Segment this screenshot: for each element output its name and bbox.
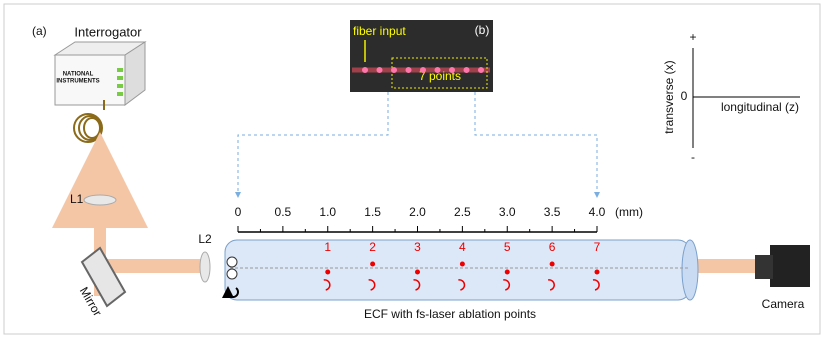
inset-spot (406, 67, 412, 73)
point-number: 5 (504, 240, 511, 254)
point-number: 4 (459, 240, 466, 254)
inset-fiber-input: fiber input (353, 24, 406, 38)
fiber (225, 240, 690, 300)
inset-spot (464, 67, 470, 73)
figure: (a) Interrogator NATIONAL INSTRUMENTS L1… (0, 0, 825, 339)
camera-label: Camera (762, 297, 805, 311)
ruler-label: 0.5 (275, 205, 292, 219)
axis-zero: 0 (681, 89, 688, 103)
ruler-label: 4.0 (589, 205, 606, 219)
ablation-point (370, 262, 375, 267)
lens-label: L1 (70, 192, 84, 206)
ruler-label: 1.5 (364, 205, 381, 219)
guide (238, 92, 597, 195)
inset-spot (435, 67, 441, 73)
point-number: 6 (549, 240, 556, 254)
axis-plus: + (689, 30, 696, 44)
ruler-label: 3.5 (544, 205, 561, 219)
ablation-point (415, 270, 420, 275)
interrogator-label: Interrogator (74, 24, 142, 39)
lens-label: L2 (198, 232, 212, 246)
inset-spot (362, 67, 368, 73)
inset-spot (391, 67, 397, 73)
inset-label: (b) (475, 23, 490, 37)
ruler-label: 1.0 (319, 205, 336, 219)
brand: NATIONAL (63, 72, 94, 78)
ablation-point (595, 270, 600, 275)
point-number: 3 (414, 240, 421, 254)
ablation-point (460, 262, 465, 267)
beam (100, 259, 205, 273)
ruler-label: 0 (235, 205, 242, 219)
inset-spot (420, 67, 426, 73)
camera (755, 245, 810, 287)
fiber-caption: ECF with fs-laser ablation points (364, 307, 536, 321)
axis-minus: - (691, 150, 695, 164)
ablation-point (325, 270, 330, 275)
lens (84, 195, 116, 205)
ablation-point (550, 262, 555, 267)
core (227, 269, 237, 279)
fiber-end (682, 240, 698, 300)
ruler-label: 3.0 (499, 205, 516, 219)
panel-label: (a) (32, 24, 47, 38)
axis-transverse: transverse (x) (662, 60, 676, 133)
lens (200, 252, 210, 282)
ruler-label: 2.0 (409, 205, 426, 219)
point-number: 2 (369, 240, 376, 254)
brand: INSTRUMENTS (56, 79, 99, 85)
ablation-point (505, 270, 510, 275)
point-number: 7 (594, 240, 601, 254)
point-number: 1 (324, 240, 331, 254)
ruler-label: 2.5 (454, 205, 471, 219)
fiber-coil (74, 100, 104, 178)
inset-spot (478, 67, 484, 73)
inset-spot (449, 67, 455, 73)
axis-longitudinal: longitudinal (z) (721, 100, 799, 114)
core (227, 257, 237, 267)
inset-spot (377, 67, 383, 73)
ruler-unit: (mm) (615, 205, 643, 219)
axes (693, 48, 800, 148)
